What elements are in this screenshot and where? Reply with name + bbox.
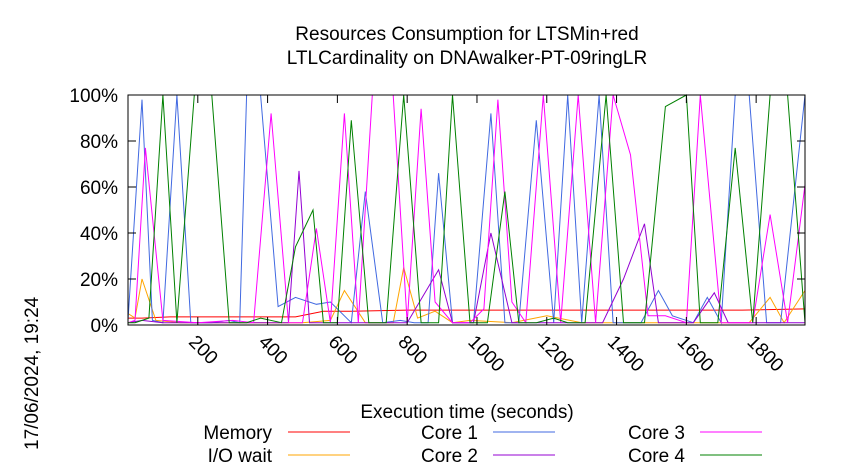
legend-label: Memory [203, 423, 272, 444]
legend-label: Core 4 [628, 446, 685, 467]
plot-frame [127, 94, 806, 326]
y-tick-label: 20% [80, 270, 118, 291]
x-tick-label: 1400 [603, 332, 648, 377]
x-tick-label: 200 [184, 332, 221, 369]
y-tick-label: 80% [80, 132, 118, 153]
legend-label: Core 1 [421, 423, 478, 444]
series-line-core-4 [128, 94, 806, 324]
legend-label: I/O wait [208, 446, 273, 467]
series-line-core-2 [127, 170, 805, 324]
series-line-core-3 [127, 94, 806, 325]
x-tick-label: 1600 [673, 332, 718, 377]
x-tick-label: 800 [394, 332, 431, 369]
x-axis-label: Execution time (seconds) [360, 402, 573, 423]
x-tick-label: 400 [254, 332, 291, 369]
x-tick-label: 1000 [463, 332, 508, 377]
x-tick-labels: 200 400 600 800 1000 1200 1400 1600 1800 [184, 332, 787, 377]
x-tick-label: 1800 [743, 332, 788, 377]
chart-title: Resources Consumption for LTSMin+red [295, 24, 638, 45]
y-tick-label: 100% [69, 86, 118, 107]
x-tick-label: 600 [324, 332, 361, 369]
y-tick-labels: 0% 20% 40% 60% 80% 100% [69, 86, 118, 337]
legend-label: Core 2 [421, 446, 478, 467]
chart-subtitle: LTLCardinality on DNAwalker-PT-09ringLR [287, 48, 647, 69]
axis-ticks [128, 94, 805, 326]
y-tick-label: 60% [80, 178, 118, 199]
series-line-memory [128, 308, 806, 319]
y-tick-label: 0% [91, 316, 119, 337]
timestamp-label: 17/06/2024, 19:24 [22, 296, 43, 450]
y-tick-label: 40% [80, 224, 118, 245]
x-tick-label: 1200 [533, 332, 578, 377]
plot-series-group [127, 94, 806, 325]
legend-label: Core 3 [628, 423, 685, 444]
